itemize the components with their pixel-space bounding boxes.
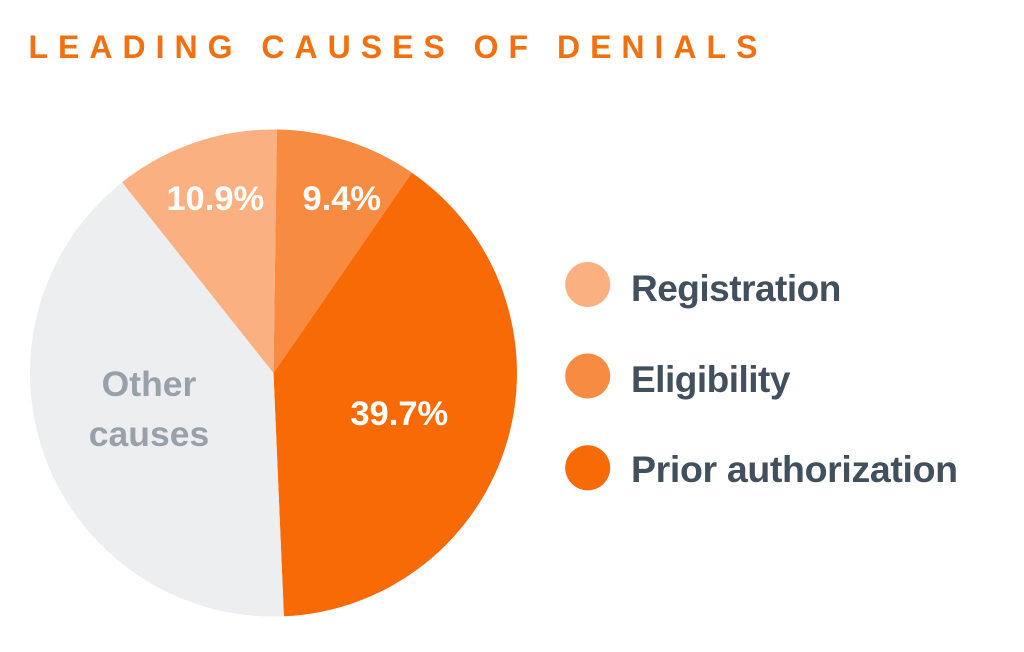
svg-text:Prior authorization: Prior authorization	[631, 448, 958, 490]
svg-text:causes: causes	[89, 414, 209, 454]
svg-text:LEADING CAUSES OF DENIALS: LEADING CAUSES OF DENIALS	[29, 29, 768, 65]
svg-text:10.9%: 10.9%	[166, 180, 264, 218]
svg-text:Eligibility: Eligibility	[631, 359, 791, 400]
svg-text:Registration: Registration	[631, 268, 841, 309]
svg-text:39.7%: 39.7%	[350, 395, 448, 433]
svg-text:Other: Other	[102, 364, 197, 404]
svg-text:9.4%: 9.4%	[302, 180, 381, 218]
